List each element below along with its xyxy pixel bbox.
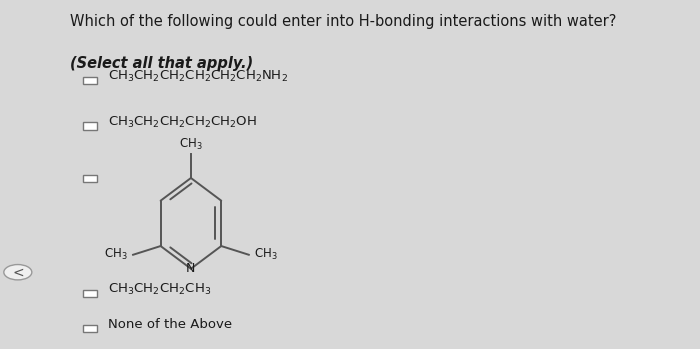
Text: CH$_3$CH$_2$CH$_2$CH$_2$CH$_2$CH$_2$NH$_2$: CH$_3$CH$_2$CH$_2$CH$_2$CH$_2$CH$_2$NH$_… bbox=[108, 69, 288, 84]
Text: CH$_3$: CH$_3$ bbox=[254, 247, 278, 262]
Circle shape bbox=[4, 265, 32, 280]
Text: CH$_3$: CH$_3$ bbox=[104, 247, 128, 262]
Text: (Select all that apply.): (Select all that apply.) bbox=[70, 56, 253, 71]
Bar bbox=[83, 290, 97, 297]
Text: CH$_3$CH$_2$CH$_2$CH$_3$: CH$_3$CH$_2$CH$_2$CH$_3$ bbox=[108, 282, 211, 297]
Bar bbox=[83, 174, 97, 182]
Text: None of the Above: None of the Above bbox=[108, 318, 232, 331]
Text: <: < bbox=[12, 265, 24, 279]
Text: CH$_3$CH$_2$CH$_2$CH$_2$CH$_2$OH: CH$_3$CH$_2$CH$_2$CH$_2$CH$_2$OH bbox=[108, 114, 257, 130]
Text: CH$_3$: CH$_3$ bbox=[179, 137, 203, 152]
Bar bbox=[83, 77, 97, 84]
Text: Which of the following could enter into H-bonding interactions with water?: Which of the following could enter into … bbox=[70, 14, 617, 29]
Text: N: N bbox=[186, 262, 195, 275]
Bar bbox=[83, 122, 97, 130]
Bar bbox=[83, 325, 97, 332]
